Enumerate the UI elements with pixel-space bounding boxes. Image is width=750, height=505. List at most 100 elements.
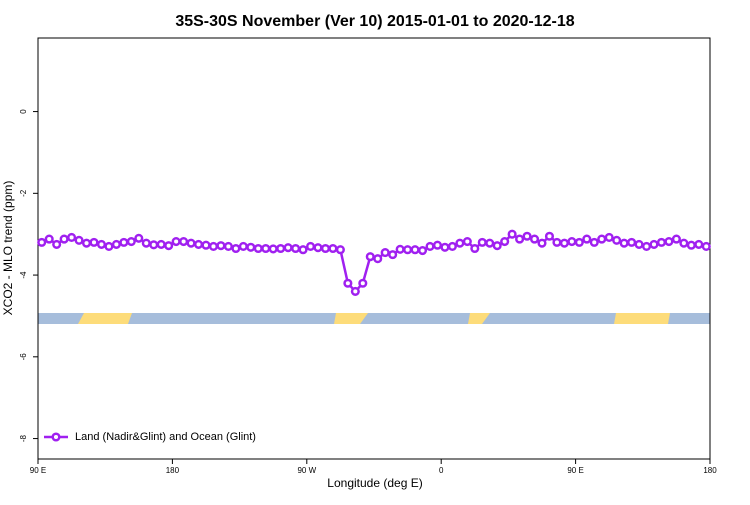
- data-point: [343, 278, 353, 288]
- data-point: [126, 237, 136, 247]
- data-point: [96, 239, 107, 249]
- data-point: [440, 242, 450, 252]
- x-tick-label: 90 E: [30, 466, 46, 475]
- data-point: [59, 234, 69, 244]
- chart-title: 35S-30S November (Ver 10) 2015-01-01 to …: [175, 13, 574, 30]
- data-point: [335, 245, 345, 255]
- data-point: [425, 241, 435, 252]
- legend-label: Land (Nadir&Glint) and Ocean (Glint): [75, 431, 256, 443]
- data-point: [216, 241, 226, 251]
- data-point: [537, 238, 547, 248]
- data-point: [470, 243, 480, 254]
- data-point: [291, 243, 301, 254]
- data-point: [447, 241, 457, 252]
- data-point: [395, 244, 405, 254]
- data-point: [261, 243, 271, 254]
- data-point: [358, 278, 368, 288]
- data-point: [365, 252, 375, 262]
- data-point: [656, 237, 667, 247]
- data-point: [694, 239, 704, 249]
- data-point: [171, 237, 181, 247]
- data-point: [141, 238, 151, 248]
- data-point: [52, 239, 62, 249]
- data-point: [403, 245, 413, 255]
- legend-marker: [51, 432, 61, 442]
- data-point: [328, 243, 338, 254]
- data-point: [417, 245, 428, 256]
- data-point: [373, 254, 383, 264]
- y-tick-label: -4: [19, 271, 28, 279]
- data-point: [305, 241, 316, 252]
- data-point: [350, 286, 360, 296]
- data-point: [462, 237, 472, 247]
- data-point: [500, 237, 510, 247]
- data-point: [134, 233, 144, 243]
- data-point: [432, 240, 443, 250]
- data-point: [164, 241, 174, 251]
- data-point: [552, 237, 562, 247]
- data-point: [664, 237, 674, 247]
- y-tick-label: -8: [19, 434, 28, 442]
- data-point: [455, 238, 465, 248]
- data-point: [522, 231, 532, 241]
- data-point: [701, 241, 711, 252]
- data-point: [238, 241, 248, 252]
- data-point: [410, 245, 420, 255]
- data-point: [313, 243, 323, 253]
- y-tick-label: -6: [19, 353, 28, 361]
- data-point: [81, 238, 92, 248]
- y-axis-label: XCO2 - MLO trend (ppm): [1, 181, 15, 316]
- data-point: [283, 243, 293, 253]
- x-axis-label: Longitude (deg E): [327, 476, 422, 490]
- data-point: [320, 243, 331, 254]
- series-line: [41, 232, 707, 294]
- data-point: [589, 237, 599, 247]
- data-point: [231, 243, 241, 254]
- data-point: [111, 239, 121, 249]
- data-point: [193, 239, 204, 249]
- y-tick-label: -2: [19, 189, 28, 197]
- data-point: [619, 238, 629, 248]
- data-point: [559, 238, 569, 248]
- data-point: [186, 238, 196, 248]
- x-tick-label: 180: [166, 466, 180, 475]
- data-point: [582, 234, 592, 244]
- data-point: [119, 237, 129, 247]
- data-point: [679, 238, 689, 248]
- data-point: [380, 248, 390, 258]
- data-point: [89, 237, 99, 247]
- data-point: [574, 237, 584, 247]
- data-point: [515, 234, 525, 244]
- data-point: [149, 240, 159, 250]
- data-point: [641, 241, 652, 252]
- data-point: [37, 237, 47, 247]
- data-point: [544, 231, 555, 241]
- plot-frame: [37, 37, 711, 460]
- data-point: [529, 234, 540, 244]
- x-tick-label: 90 E: [567, 466, 583, 475]
- data-point: [485, 238, 495, 248]
- data-point: [612, 235, 622, 245]
- data-point: [268, 244, 278, 254]
- data-point: [567, 237, 577, 247]
- data-point: [649, 239, 659, 249]
- land-ocean-strip: [38, 313, 710, 324]
- x-tick-label: 0: [439, 466, 444, 475]
- data-point: [298, 245, 308, 255]
- y-tick-label: 0: [19, 109, 28, 114]
- data-point: [104, 241, 114, 252]
- data-point: [179, 237, 189, 247]
- data-point: [492, 241, 502, 251]
- data-point: [253, 243, 263, 254]
- data-point: [627, 237, 637, 247]
- data-point: [74, 235, 84, 245]
- data-point: [634, 239, 644, 249]
- data-point: [246, 242, 256, 252]
- data-point: [597, 234, 607, 244]
- data-point: [156, 239, 166, 249]
- data-point: [208, 241, 219, 252]
- data-point: [67, 232, 77, 243]
- data-point: [507, 229, 517, 239]
- data-point: [477, 237, 487, 247]
